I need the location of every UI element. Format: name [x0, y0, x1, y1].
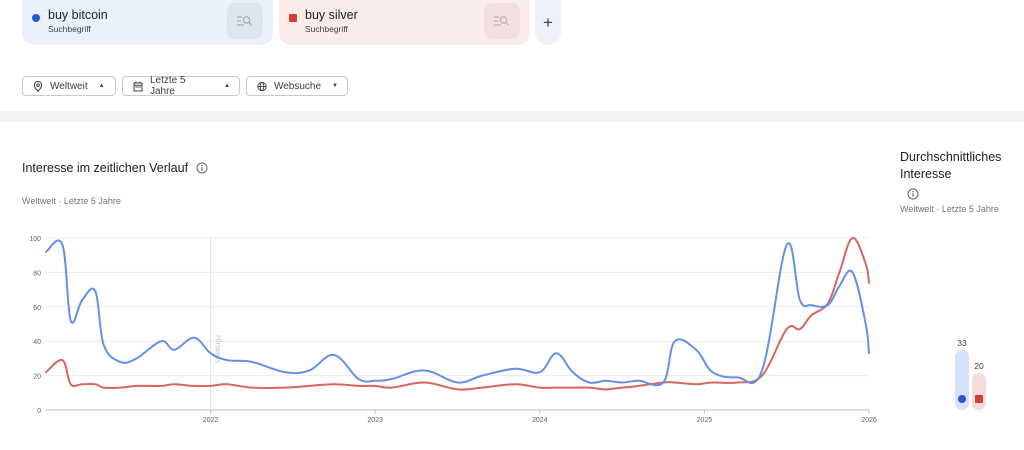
- plus-icon: +: [543, 12, 553, 32]
- average-value-silver: 20: [974, 361, 984, 371]
- x-tick-label: 2024: [532, 417, 548, 424]
- term-color-marker-square: [289, 14, 297, 22]
- caret-up-icon: ▲: [224, 83, 230, 89]
- average-interest-bars: 33 20: [940, 330, 1024, 420]
- interest-over-time-subtitle: Weltweit · Letzte 5 Jahre: [22, 196, 121, 206]
- info-icon[interactable]: [907, 187, 919, 205]
- region-filter-dropdown[interactable]: Weltweit ▲: [22, 76, 116, 96]
- globe-icon: [257, 81, 267, 91]
- average-bar-silver[interactable]: [972, 373, 986, 410]
- x-tick-label: 2022: [203, 417, 219, 424]
- term-color-marker-circle: [32, 14, 40, 22]
- search-term-card-silver[interactable]: buy silver Suchbegriff: [279, 0, 530, 45]
- location-pin-icon: [33, 80, 43, 92]
- series-line-bitcoin[interactable]: [45, 239, 870, 387]
- filter-label: Letzte 5 Jahre: [149, 75, 186, 97]
- add-term-button[interactable]: +: [535, 0, 561, 45]
- series-line-silver[interactable]: [45, 237, 870, 391]
- term-color-marker-circle: [958, 395, 966, 403]
- x-tick-label: 2023: [367, 417, 383, 424]
- x-tick-label: 2026: [861, 417, 877, 424]
- interest-line-chart[interactable]: 0 20 40 60 80 100 2022 2023 2024 2025 2026 Hinweis: [0, 225, 890, 430]
- filter-bar: Weltweit ▲ Letzte 5 Jahre ▲ Websuche ▼: [22, 75, 348, 97]
- search-list-icon[interactable]: [484, 3, 520, 39]
- filter-label: Weltweit: [50, 80, 88, 92]
- y-tick-label: 80: [33, 270, 41, 277]
- search-type-filter-dropdown[interactable]: Websuche ▼: [246, 76, 348, 96]
- x-tick-label: 2025: [697, 417, 713, 424]
- filter-label: Websuche: [273, 80, 322, 92]
- y-tick-label: 100: [29, 236, 41, 243]
- term-name[interactable]: buy bitcoin: [48, 8, 108, 22]
- y-tick-label: 40: [33, 339, 41, 346]
- search-list-icon[interactable]: [227, 3, 263, 39]
- y-tick-label: 0: [37, 408, 41, 415]
- y-tick-label: 60: [33, 305, 41, 312]
- term-name[interactable]: buy silver: [305, 8, 358, 22]
- term-color-marker-square: [975, 395, 983, 403]
- caret-down-icon: ▼: [332, 83, 338, 89]
- time-range-filter-dropdown[interactable]: Letzte 5 Jahre ▲: [122, 75, 240, 97]
- calendar-icon: [133, 81, 143, 91]
- average-interest-title: Durchschnittliches Interesse: [900, 150, 1002, 181]
- average-interest-subtitle: Weltweit · Letzte 5 Jahre: [900, 204, 999, 214]
- search-term-card-bitcoin[interactable]: buy bitcoin Suchbegriff: [22, 0, 273, 45]
- section-title-text: Interesse im zeitlichen Verlauf: [22, 161, 189, 175]
- interest-over-time-title: Interesse im zeitlichen Verlauf: [22, 161, 208, 175]
- section-divider: [0, 111, 1024, 122]
- average-value-bitcoin: 33: [957, 338, 967, 348]
- caret-up-icon: ▲: [98, 83, 105, 89]
- annotation-label[interactable]: Hinweis: [214, 335, 223, 363]
- average-bar-bitcoin[interactable]: [955, 350, 969, 410]
- term-type-label: Suchbegriff: [305, 24, 348, 34]
- info-icon[interactable]: [196, 162, 208, 174]
- y-tick-label: 20: [33, 374, 41, 381]
- term-type-label: Suchbegriff: [48, 24, 91, 34]
